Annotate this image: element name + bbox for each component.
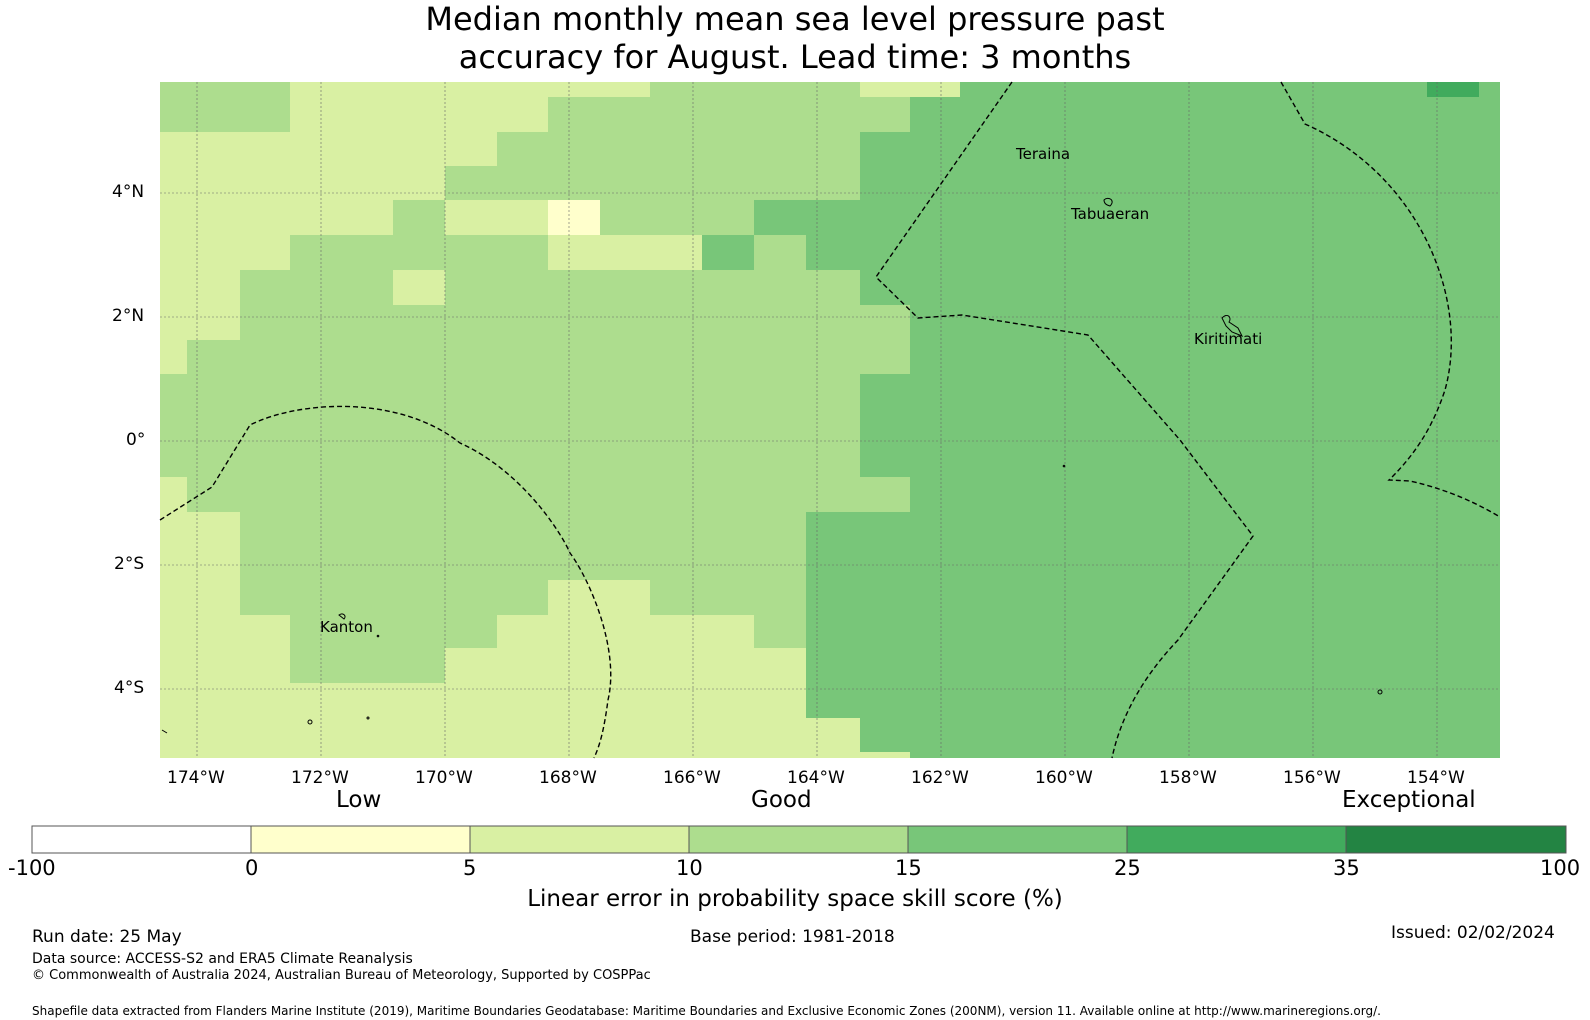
skill-region-25-35 [1427, 82, 1479, 97]
map-title-line2: accuracy for August. Lead time: 3 months [458, 38, 1132, 76]
islands [161, 197, 1383, 734]
kiritimati-island [1221, 315, 1244, 337]
lon-label-162w: 162°W [911, 768, 969, 788]
colorbar-tick-25: 25 [1114, 856, 1141, 880]
colorbar-tick-15: 15 [895, 856, 922, 880]
run-date: Run date: 25 May [32, 927, 182, 947]
lon-label-156w: 156°W [1283, 768, 1341, 788]
lon-label-154w: 154°W [1407, 768, 1465, 788]
skill-region-0-5 [548, 200, 600, 235]
kanton-island [338, 613, 346, 620]
lat-label-2n: 2°N [112, 306, 145, 326]
colorbar-tick-35: 35 [1333, 856, 1360, 880]
lon-label-170w: 170°W [415, 768, 473, 788]
data-source: Data source: ACCESS-S2 and ERA5 Climate … [32, 951, 413, 967]
colorbar-label: Linear error in probability space skill … [527, 886, 1063, 912]
shapefile-credit: Shapefile data extracted from Flanders M… [32, 1004, 1381, 1018]
lon-label-168w: 168°W [539, 768, 597, 788]
base-period: Base period: 1981-2018 [690, 927, 895, 947]
place-label-kanton: Kanton [320, 618, 373, 636]
graticule [160, 82, 1500, 758]
colorbar-swatch-neg100-0 [31, 825, 252, 854]
lon-label-174w: 174°W [167, 768, 225, 788]
lon-label-166w: 166°W [663, 768, 721, 788]
map-title: Median monthly mean sea level pressure p… [0, 0, 1590, 76]
lat-label-4s: 4°S [114, 678, 145, 698]
legend-category-low: Low [336, 787, 382, 813]
lon-label-164w: 164°W [787, 768, 845, 788]
skill-region-5-10 [160, 82, 960, 758]
colorbar-swatch-25-35 [1126, 825, 1347, 854]
colorbar-tick-5: 5 [463, 856, 477, 880]
colorbar-tick-neg100: -100 [8, 856, 56, 880]
tabuaeran-island [1103, 197, 1113, 207]
place-label-kiritimati: Kiritimati [1194, 330, 1263, 348]
place-label-teraina: Teraina [1016, 145, 1071, 163]
place-label-tabuaeran: Tabuaeran [1071, 205, 1150, 223]
legend-category-good: Good [751, 787, 812, 813]
lon-label-172w: 172°W [291, 768, 349, 788]
colorbar-swatch-35-100 [1345, 825, 1567, 854]
copyright-notice: © Commonwealth of Australia 2024, Austra… [32, 968, 651, 983]
colorbar-swatch-5-10 [469, 825, 690, 854]
colorbar-swatch-10-15 [688, 825, 909, 854]
colorbar-swatch-0-5 [250, 825, 471, 854]
colorbar-tick-10: 10 [676, 856, 703, 880]
eez-boundaries [159, 81, 1501, 759]
lat-label-2s: 2°S [114, 554, 145, 574]
colorbar [31, 825, 1567, 854]
lon-label-160w: 160°W [1035, 768, 1093, 788]
colorbar-tick-0: 0 [245, 856, 259, 880]
legend-category-exceptional: Exceptional [1342, 787, 1476, 813]
colorbar-swatch-15-25 [907, 825, 1128, 854]
skill-region-15-25 [702, 82, 1500, 758]
map-title-line1: Median monthly mean sea level pressure p… [425, 0, 1165, 38]
colorbar-tick-100: 100 [1540, 856, 1581, 880]
lon-label-158w: 158°W [1159, 768, 1217, 788]
issued-date: Issued: 02/02/2024 [1391, 923, 1555, 943]
lat-label-0: 0° [126, 430, 146, 450]
lat-label-4n: 4°N [112, 182, 145, 202]
